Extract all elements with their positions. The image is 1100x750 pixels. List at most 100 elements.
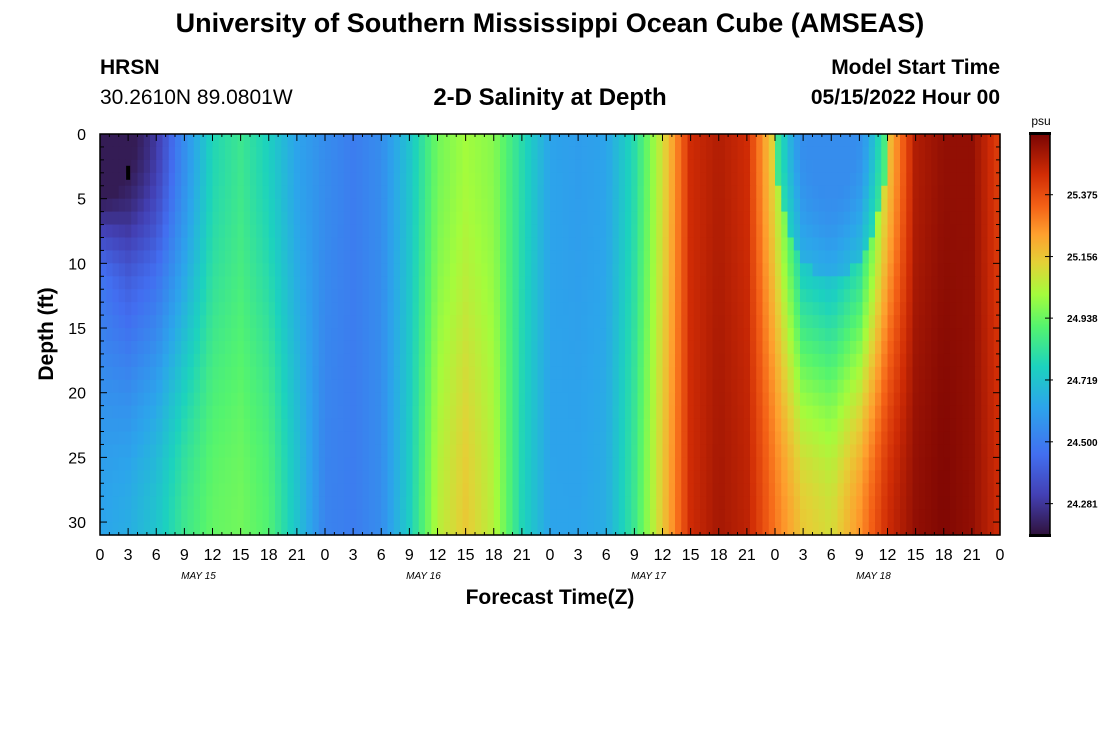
heatmap-cell (375, 315, 382, 329)
heatmap-cell (112, 405, 120, 420)
heatmap-cell (650, 185, 657, 200)
heatmap-cell (968, 483, 976, 497)
heatmap-cell (487, 328, 495, 342)
heatmap-cell (462, 276, 470, 290)
heatmap-cell (650, 134, 657, 148)
heatmap-cell (600, 353, 607, 368)
heatmap-cell (500, 509, 507, 523)
heatmap-cell (862, 185, 870, 200)
heatmap-cell (325, 276, 332, 290)
heatmap-cell (756, 315, 764, 329)
heatmap-cell (187, 418, 195, 433)
heatmap-cell (243, 509, 251, 523)
heatmap-cell (331, 353, 339, 368)
heatmap-cell (218, 470, 226, 484)
heatmap-cell (156, 353, 164, 368)
heatmap-cell (493, 185, 501, 200)
heatmap-cell (500, 328, 507, 342)
heatmap-cell (362, 172, 370, 187)
heatmap-cell (156, 159, 164, 174)
heatmap-cell (556, 483, 564, 497)
heatmap-cell (275, 366, 282, 381)
heatmap-cell (368, 302, 376, 316)
heatmap-cell (668, 483, 676, 497)
heatmap-cell (181, 146, 189, 161)
heatmap-cell (950, 328, 957, 342)
heatmap-cell (206, 483, 214, 497)
heatmap-cell (793, 418, 801, 433)
heatmap-cell (925, 146, 932, 161)
heatmap-cell (531, 185, 539, 200)
heatmap-cell (206, 522, 214, 536)
heatmap-cell (456, 198, 464, 213)
heatmap-cell (768, 263, 776, 277)
heatmap-cell (831, 289, 839, 303)
heatmap-cell (200, 457, 207, 471)
heatmap-cell (137, 302, 145, 316)
heatmap-cell (406, 224, 414, 239)
heatmap-cell (368, 328, 376, 342)
heatmap-cell (775, 366, 782, 381)
heatmap-cell (418, 302, 426, 316)
heatmap-cell (437, 263, 445, 277)
heatmap-cell (606, 185, 614, 200)
heatmap-cell (937, 276, 945, 290)
x-tick-label: 6 (827, 547, 836, 564)
heatmap-cell (606, 483, 614, 497)
heatmap-cell (212, 483, 220, 497)
heatmap-cell (687, 198, 695, 213)
x-tick-label: 21 (738, 547, 756, 564)
heatmap-cell (381, 250, 389, 264)
heatmap-cell (968, 198, 976, 213)
heatmap-cell (962, 353, 970, 368)
main-title: University of Southern Mississippi Ocean… (175, 8, 925, 38)
heatmap-cell (712, 198, 720, 213)
heatmap-cell (131, 328, 139, 342)
heatmap-cell (375, 250, 382, 264)
heatmap-cell (362, 496, 370, 510)
heatmap-cell (475, 172, 482, 187)
heatmap-cell (506, 185, 514, 200)
heatmap-cell (612, 340, 620, 355)
heatmap-cell (537, 134, 545, 148)
heatmap-cell (193, 457, 201, 471)
heatmap-cell (218, 172, 226, 187)
heatmap-cell (675, 276, 682, 290)
heatmap-cell (300, 276, 307, 290)
heatmap-cell (925, 237, 932, 252)
heatmap-cell (381, 159, 389, 174)
heatmap-cell (300, 353, 307, 368)
heatmap-cell (887, 379, 895, 394)
heatmap-cell (287, 392, 295, 407)
heatmap-cell (875, 457, 882, 471)
heatmap-cell (450, 146, 457, 161)
heatmap-cell (343, 405, 351, 420)
heatmap-cell (825, 366, 832, 381)
heatmap-cell (381, 263, 389, 277)
heatmap-cell (662, 457, 670, 471)
heatmap-cell (918, 483, 926, 497)
heatmap-cell (706, 328, 714, 342)
heatmap-cell (412, 146, 420, 161)
heatmap-cell (831, 483, 839, 497)
heatmap-cell (968, 392, 976, 407)
heatmap-cell (118, 211, 126, 226)
heatmap-cell (312, 353, 320, 368)
heatmap-cell (943, 134, 951, 148)
heatmap-cell (831, 159, 839, 174)
heatmap-cell (531, 509, 539, 523)
heatmap-cell (493, 172, 501, 187)
heatmap-cell (350, 159, 357, 174)
heatmap-cell (881, 302, 889, 316)
heatmap-cell (218, 392, 226, 407)
heatmap-cell (281, 392, 289, 407)
heatmap-cell (381, 353, 389, 368)
heatmap-cell (143, 172, 151, 187)
heatmap-cell (862, 418, 870, 433)
heatmap-cell (862, 353, 870, 368)
heatmap-cell (850, 224, 857, 239)
heatmap-cell (218, 250, 226, 264)
heatmap-cell (481, 276, 489, 290)
heatmap-cell (868, 418, 876, 433)
heatmap-cell (143, 211, 151, 226)
